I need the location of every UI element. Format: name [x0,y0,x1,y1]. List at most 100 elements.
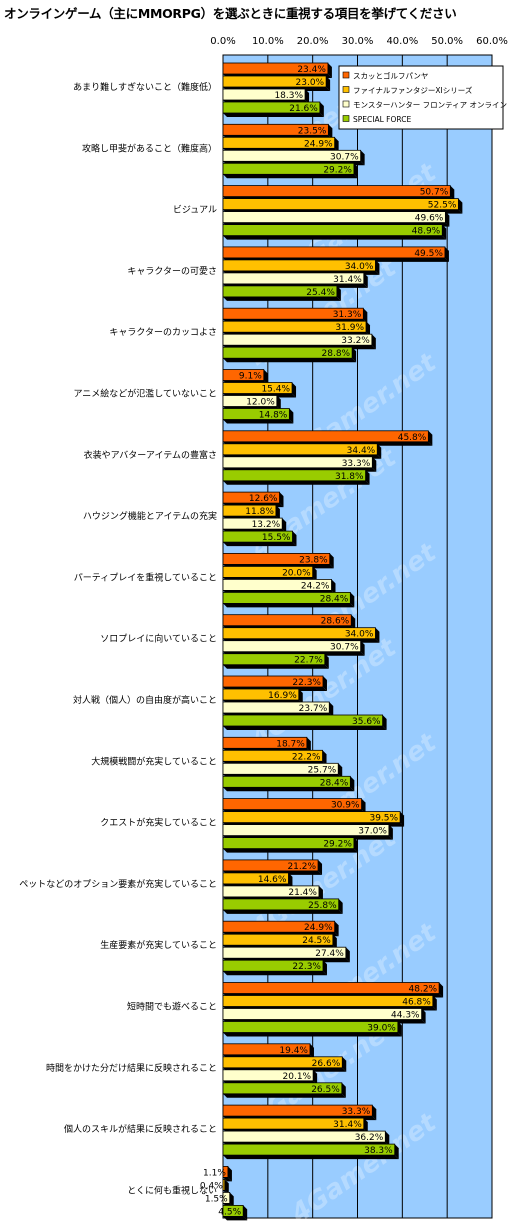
bar [222,837,355,849]
legend-box [338,65,504,130]
x-tick-label: 30.0% [342,36,374,47]
bar-shadow [276,395,281,411]
bar-shadow [394,1144,399,1160]
bar-shadow [363,1118,368,1134]
bar-shadow [350,592,355,608]
bar [222,272,365,285]
data-label: 28.8% [322,349,351,359]
bar [222,1043,311,1056]
data-label: 12.0% [246,398,275,408]
data-label: 23.8% [299,555,328,565]
bar-shadow [309,1043,314,1059]
data-label: 31.4% [333,1120,362,1130]
x-tick-label: 0.0% [210,36,235,47]
bar-shadow [223,113,324,117]
category-label: 個人のスキルが結果に反映されること [64,1123,217,1135]
bar [222,898,340,911]
data-label: 22.3% [292,678,321,688]
bar [222,75,327,88]
bar-shadow [227,1166,232,1182]
bar-shadow [332,934,337,950]
bar [222,1192,231,1204]
bar [222,775,351,788]
bar-shadow [306,737,311,753]
data-label: 20.0% [282,568,311,578]
bar [222,346,353,359]
bar-shadow [338,763,343,779]
bar [222,285,338,298]
bar-shadow [223,419,294,424]
bar-shadow [298,689,303,704]
bar [222,675,324,688]
x-tick-label: 60.0% [476,36,508,47]
bar [222,1117,365,1130]
bar-shadow [450,185,455,201]
bar [222,1143,396,1156]
data-label: 34.0% [345,630,374,640]
bar-shadow [318,885,323,901]
bar [222,824,390,836]
bar-shadow [458,198,463,214]
data-label: 13.2% [252,520,281,530]
bar [222,149,362,162]
bar-shadow [334,137,339,153]
bar-shadow [313,1069,318,1085]
category-label: アニメ絵などが氾濫していないこと [73,388,217,400]
data-label: 52.5% [428,201,457,211]
bar-shadow [421,1008,426,1024]
bar [222,382,293,394]
data-label: 35.6% [352,717,381,727]
bar [222,517,283,530]
bar [222,136,336,149]
category-label: 衣装やアバターアイテムの豊富さ [84,449,217,461]
bar [222,701,330,714]
bar-shadow [223,296,341,301]
bar [222,101,321,114]
legend-label: スカッとゴルフパンヤ [353,71,428,81]
bar [222,872,289,885]
bar-shadow [360,150,365,166]
data-label: 15.4% [261,385,290,395]
bar-shadow [342,1056,347,1072]
data-label: 25.8% [308,901,337,911]
data-label: 21.4% [288,888,317,898]
bar-shadow [327,63,332,78]
bar [222,408,290,420]
bar [222,443,378,456]
bar [222,627,376,640]
bar-shadow [442,224,447,240]
data-label: 26.6% [312,1059,341,1069]
data-label: 24.9% [304,923,333,933]
bar [222,714,384,727]
bar [222,62,329,75]
bar [222,88,306,101]
data-label: 29.2% [323,165,352,175]
bar-shadow [385,1131,390,1147]
data-label: 18.7% [276,739,305,749]
bar [222,933,334,946]
data-label: 33.3% [342,1107,371,1117]
data-label: 23.4% [297,65,326,75]
data-label: 9.1% [239,372,262,382]
bar-shadow [338,898,343,914]
bar-shadow [328,124,333,140]
bar-shadow [375,259,380,275]
bar-shadow [341,1082,346,1098]
bar-shadow [322,960,327,976]
data-label: 14.6% [258,875,287,885]
bar-shadow [223,542,297,547]
bar-shadow [388,824,393,840]
data-label: 11.8% [245,507,274,517]
data-label: 36.2% [355,1133,384,1143]
bar-shadow [445,211,450,227]
bar [222,504,277,517]
bar-shadow [329,702,334,717]
bar-shadow [365,469,370,485]
bar-shadow [223,358,357,363]
data-label: 24.5% [302,936,331,946]
bar [222,982,440,994]
data-label: 50.7% [420,188,449,198]
data-label: 27.4% [315,949,344,959]
bar [222,185,451,198]
